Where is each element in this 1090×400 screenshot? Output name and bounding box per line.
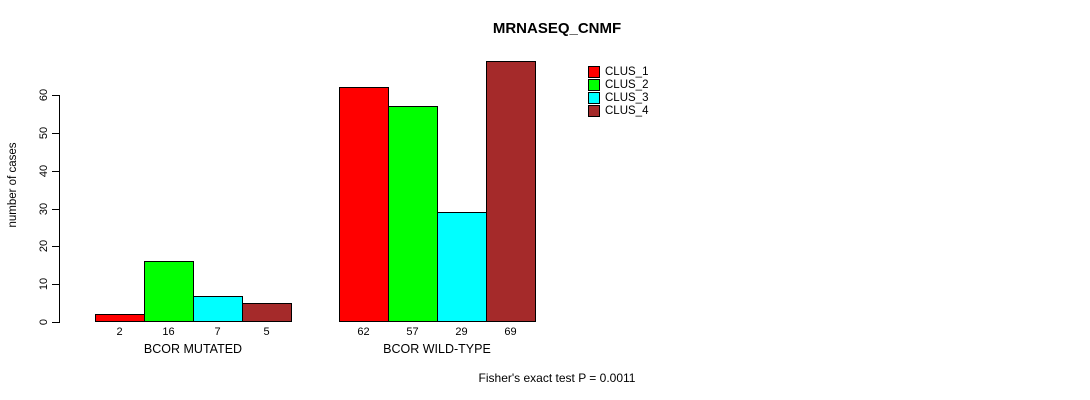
bar-clus_2-group1 <box>144 261 194 322</box>
bar-clus_3-group1 <box>193 296 243 322</box>
legend-swatch-clus_3 <box>588 91 600 104</box>
x-group-label: BCOR MUTATED <box>143 342 243 356</box>
legend-label: CLUS_4 <box>605 104 649 117</box>
y-tick-label: 40 <box>38 164 50 177</box>
y-tick-mark <box>52 322 60 323</box>
bar-value-label: 29 <box>455 326 468 338</box>
chart-title: MRNASEQ_CNMF <box>492 20 622 37</box>
bar-clus_3-group2 <box>437 212 487 322</box>
bar-value-label: 2 <box>116 326 123 338</box>
y-tick-label: 30 <box>38 202 50 215</box>
legend-row-clus_3: CLUS_3 <box>588 91 648 104</box>
bar-clus_4-group2 <box>486 61 536 322</box>
y-tick-mark <box>52 95 60 96</box>
y-tick-mark <box>52 132 60 134</box>
y-tick-mark <box>52 284 60 286</box>
legend-swatch-clus_1 <box>588 65 600 78</box>
y-tick-mark <box>52 208 60 210</box>
y-tick-mark <box>52 170 60 172</box>
legend-label: CLUS_3 <box>605 91 649 104</box>
bar-value-label: 7 <box>214 326 221 338</box>
y-tick-label: 20 <box>38 240 50 253</box>
legend-swatch-clus_4 <box>588 104 600 117</box>
bar-value-label: 16 <box>162 326 175 338</box>
y-tick-label: 50 <box>38 126 50 139</box>
bar-value-label: 69 <box>504 326 517 338</box>
bar-value-label: 57 <box>406 326 419 338</box>
bar-value-label: 62 <box>357 326 370 338</box>
y-tick-label: 0 <box>38 318 50 326</box>
bar-clus_1-group2 <box>339 87 389 322</box>
y-tick-label: 60 <box>38 88 50 102</box>
y-tick-label: 10 <box>38 278 50 291</box>
legend-swatch-clus_2 <box>588 78 600 91</box>
y-tick-mark <box>52 246 60 248</box>
annotation-text: Fisher's exact test P = 0.0011 <box>478 371 636 385</box>
x-group-label: BCOR WILD-TYPE <box>383 342 491 356</box>
legend-label: CLUS_1 <box>605 65 649 78</box>
y-axis-label: number of cases <box>7 142 19 228</box>
bar-clus_1-group1 <box>95 314 145 322</box>
legend-row-clus_4: CLUS_4 <box>588 104 648 117</box>
bar-clus_2-group2 <box>388 106 438 322</box>
legend-label: CLUS_2 <box>605 78 649 91</box>
legend-row-clus_1: CLUS_1 <box>588 65 648 78</box>
legend-row-clus_2: CLUS_2 <box>588 78 648 91</box>
legend: CLUS_1 CLUS_2 CLUS_3 CLUS_4 <box>588 65 648 117</box>
bar-clus_4-group1 <box>242 303 292 322</box>
bar-value-label: 5 <box>263 326 270 338</box>
